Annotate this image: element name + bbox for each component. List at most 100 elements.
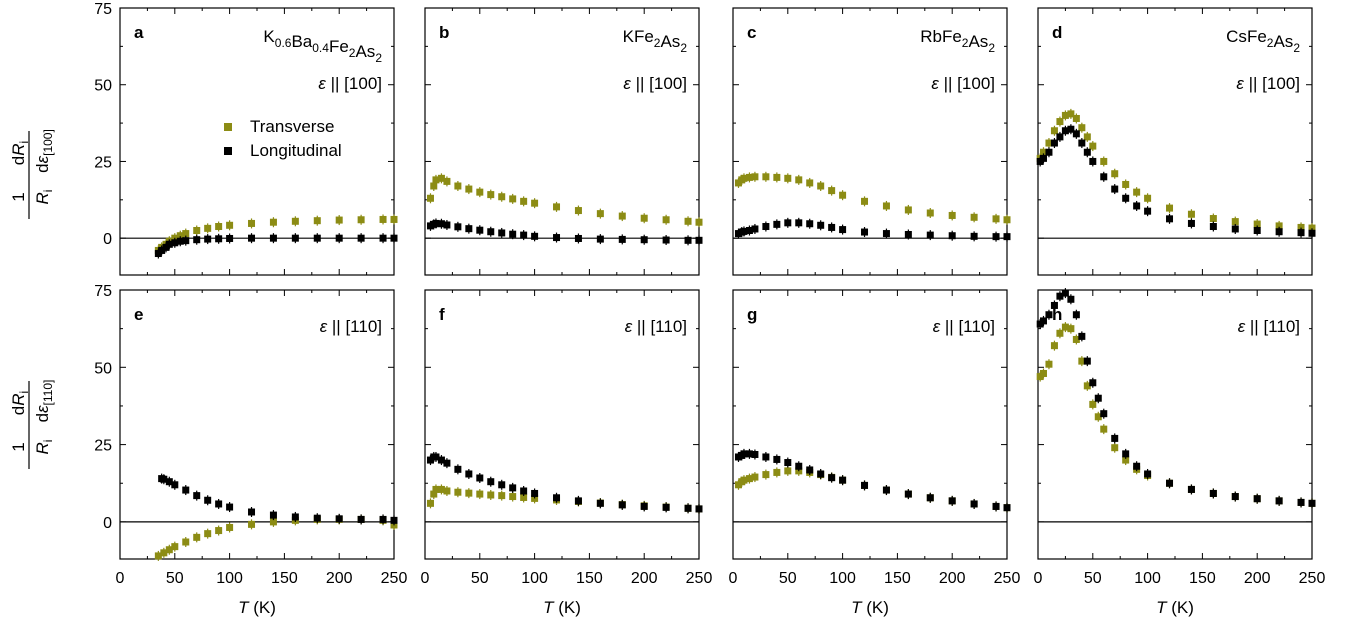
data-point	[1078, 332, 1086, 340]
x-tick-label: 250	[381, 570, 408, 587]
data-point	[171, 481, 179, 489]
x-axis-label: T (K)	[1156, 598, 1194, 617]
data-point	[443, 487, 451, 495]
data-point	[1111, 444, 1119, 452]
data-point	[1231, 493, 1239, 501]
data-point	[1111, 434, 1119, 442]
data-point	[437, 456, 445, 464]
data-point	[970, 232, 978, 240]
data-point	[520, 493, 528, 501]
data-point	[426, 194, 434, 202]
data-point	[335, 234, 343, 242]
data-point	[948, 211, 956, 219]
data-point	[520, 197, 528, 205]
data-point	[684, 217, 692, 225]
data-point	[861, 481, 869, 489]
x-tick-label: 50	[779, 570, 797, 587]
series-longitudinal	[1036, 124, 1316, 239]
compound-label: K0.6Ba0.4Fe2As2	[263, 27, 382, 65]
data-point	[745, 475, 753, 483]
data-point	[1003, 216, 1011, 224]
data-point	[762, 223, 770, 231]
data-point	[248, 219, 256, 227]
data-point	[1072, 130, 1080, 138]
data-point	[762, 471, 770, 479]
data-point	[390, 215, 398, 223]
data-point	[269, 518, 277, 526]
data-point	[379, 515, 387, 523]
data-point	[1039, 148, 1047, 156]
data-point	[751, 473, 759, 481]
data-point	[476, 188, 484, 196]
data-point	[1045, 139, 1053, 147]
data-point	[204, 224, 212, 232]
data-point	[1039, 154, 1047, 162]
data-point	[1056, 329, 1064, 337]
data-point	[828, 223, 836, 231]
data-point	[1089, 157, 1097, 165]
data-point	[432, 453, 440, 461]
data-point	[662, 503, 670, 511]
data-point	[1072, 114, 1080, 122]
legend-marker	[224, 147, 232, 155]
x-tick-label: 250	[1299, 570, 1326, 587]
series-longitudinal	[158, 473, 398, 526]
data-point	[215, 500, 223, 508]
data-point	[1253, 220, 1261, 228]
data-point	[390, 516, 398, 524]
data-point	[1297, 223, 1305, 231]
strain-label: ε || [100]	[931, 74, 995, 93]
data-point	[226, 221, 234, 229]
data-point	[1231, 225, 1239, 233]
x-tick-label: 200	[326, 570, 353, 587]
panel-h: 0 50 100 150 200 250 T (K) h ε || [110]	[1034, 288, 1326, 617]
data-point	[215, 223, 223, 231]
data-point	[357, 216, 365, 224]
x-tick-label: 200	[1244, 570, 1271, 587]
data-point	[1045, 148, 1053, 156]
x-tick-label: 0	[421, 570, 430, 587]
x-tick-label: 100	[521, 570, 548, 587]
series-longitudinal	[154, 233, 398, 259]
x-tick-label: 0	[116, 570, 125, 587]
data-point	[1089, 400, 1097, 408]
data-point	[487, 228, 495, 236]
data-point	[745, 227, 753, 234]
data-point	[740, 476, 748, 484]
data-point	[1050, 139, 1058, 147]
data-point	[426, 499, 434, 507]
data-point	[487, 491, 495, 499]
data-point	[335, 216, 343, 224]
data-point	[640, 236, 648, 244]
data-point	[1067, 110, 1075, 118]
data-point	[204, 530, 212, 538]
data-point	[204, 496, 212, 504]
panel-a: 0 25 50 75 a K0.6Ba0.4Fe2As2 ε || [100] Transve…	[94, 1, 398, 276]
data-point	[992, 502, 1000, 510]
data-point	[1253, 495, 1261, 503]
data-point	[291, 217, 299, 225]
data-point	[1100, 410, 1108, 418]
panel-b: b KFe2As2 ε || [100]	[424, 7, 703, 276]
data-point	[1003, 504, 1011, 512]
data-point	[596, 210, 604, 218]
data-point	[762, 173, 770, 181]
y-axis-label-top: 1 Ri dRi dε[100]	[9, 129, 55, 219]
data-point	[828, 187, 836, 195]
data-point	[1061, 127, 1069, 135]
x-tick-label: 150	[884, 570, 911, 587]
data-point	[795, 219, 803, 227]
series-transverse	[426, 173, 703, 228]
data-point	[662, 216, 670, 224]
data-point	[817, 182, 825, 190]
data-point	[992, 233, 1000, 241]
data-point	[158, 246, 166, 254]
data-point	[1039, 317, 1047, 325]
ylabel-bottom-dri: dRi	[9, 391, 31, 415]
data-point	[1072, 311, 1080, 319]
data-point	[476, 474, 484, 482]
series-longitudinal	[1036, 288, 1316, 509]
data-point	[992, 215, 1000, 223]
y-tick-label: 25	[94, 438, 112, 455]
data-point	[1083, 148, 1091, 156]
